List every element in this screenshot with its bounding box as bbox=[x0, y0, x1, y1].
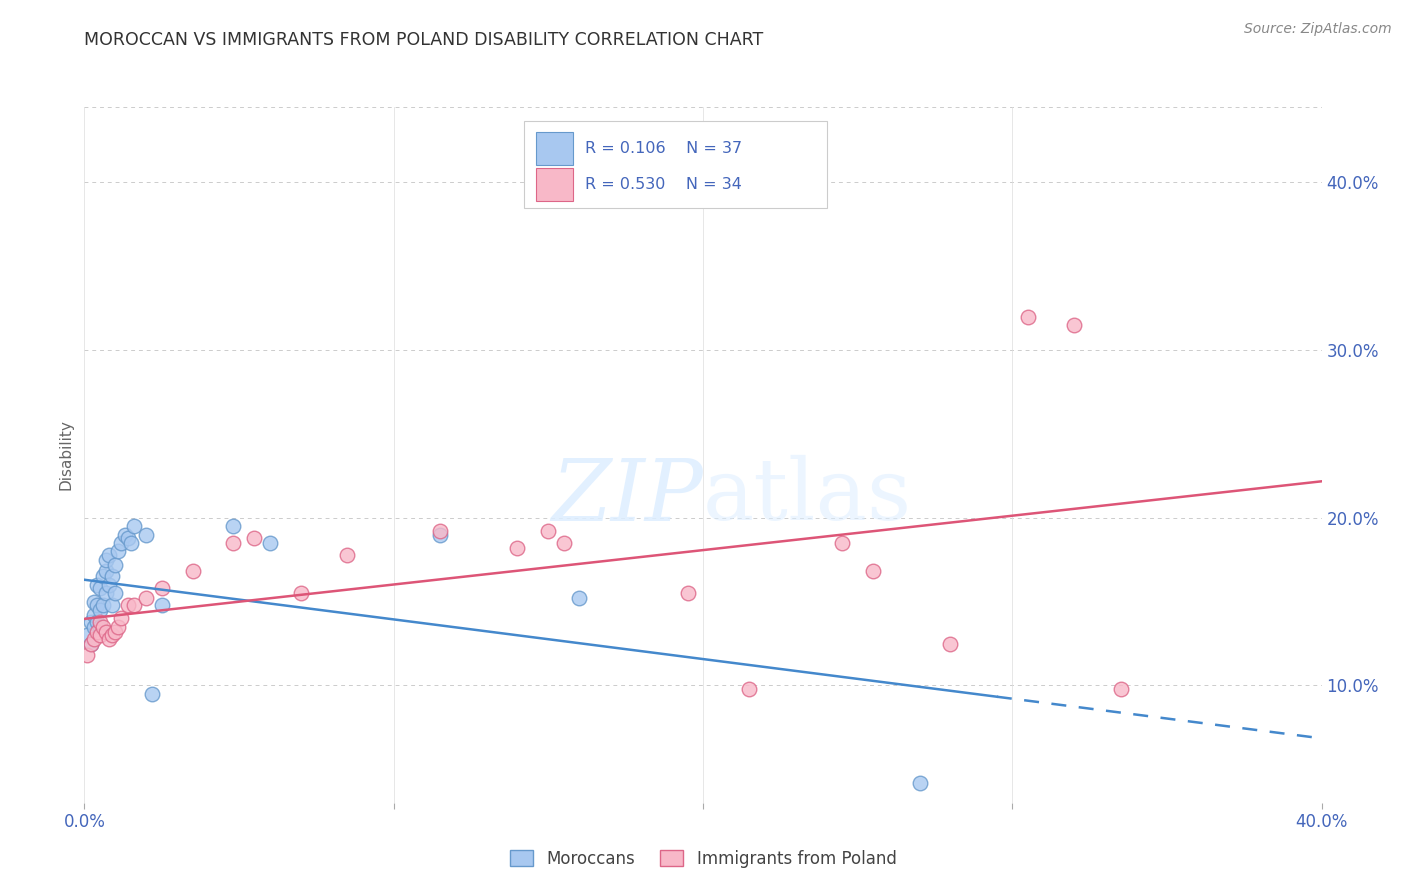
Point bbox=[222, 536, 245, 550]
Point bbox=[939, 636, 962, 650]
Point bbox=[150, 598, 173, 612]
Point bbox=[104, 586, 127, 600]
Point bbox=[76, 648, 98, 663]
Point bbox=[429, 527, 451, 541]
Point bbox=[98, 632, 121, 646]
Point bbox=[86, 624, 108, 639]
Point bbox=[222, 519, 245, 533]
Point bbox=[181, 565, 204, 579]
Point bbox=[150, 581, 173, 595]
Text: atlas: atlas bbox=[703, 455, 912, 538]
Point bbox=[83, 594, 105, 608]
Point bbox=[1017, 310, 1039, 324]
Point bbox=[110, 611, 132, 625]
Point bbox=[83, 620, 105, 634]
Point bbox=[86, 578, 108, 592]
Point bbox=[259, 536, 281, 550]
Point bbox=[908, 775, 931, 789]
Point bbox=[83, 632, 105, 646]
Point bbox=[135, 591, 157, 606]
Point bbox=[89, 603, 111, 617]
Point bbox=[141, 687, 163, 701]
Point bbox=[537, 524, 560, 539]
Point bbox=[79, 615, 101, 629]
Point bbox=[120, 536, 142, 550]
Text: ZIP: ZIP bbox=[551, 455, 703, 538]
Point bbox=[107, 544, 129, 558]
Point bbox=[104, 624, 127, 639]
Point bbox=[94, 552, 117, 566]
Point bbox=[676, 586, 699, 600]
Point bbox=[117, 531, 139, 545]
Point bbox=[122, 598, 145, 612]
Text: MOROCCAN VS IMMIGRANTS FROM POLAND DISABILITY CORRELATION CHART: MOROCCAN VS IMMIGRANTS FROM POLAND DISAB… bbox=[84, 31, 763, 49]
Point bbox=[831, 536, 853, 550]
Point bbox=[89, 620, 111, 634]
Point bbox=[553, 536, 575, 550]
Point bbox=[94, 565, 117, 579]
Point bbox=[91, 598, 114, 612]
Text: Source: ZipAtlas.com: Source: ZipAtlas.com bbox=[1244, 22, 1392, 37]
Point bbox=[568, 591, 591, 606]
Point bbox=[110, 536, 132, 550]
Point bbox=[101, 569, 124, 583]
FancyBboxPatch shape bbox=[523, 121, 827, 208]
Point bbox=[89, 628, 111, 642]
Point bbox=[98, 578, 121, 592]
Point bbox=[336, 548, 359, 562]
Point bbox=[79, 636, 101, 650]
Point bbox=[94, 624, 117, 639]
Point bbox=[117, 598, 139, 612]
Legend: Moroccans, Immigrants from Poland: Moroccans, Immigrants from Poland bbox=[503, 843, 903, 874]
Point bbox=[101, 628, 124, 642]
Point bbox=[1109, 681, 1132, 696]
Point bbox=[76, 628, 98, 642]
Text: R = 0.530    N = 34: R = 0.530 N = 34 bbox=[585, 177, 742, 192]
Point bbox=[114, 527, 136, 541]
Point bbox=[98, 548, 121, 562]
Point bbox=[135, 527, 157, 541]
Point bbox=[83, 607, 105, 622]
Point bbox=[862, 565, 884, 579]
Point bbox=[91, 569, 114, 583]
Point bbox=[101, 598, 124, 612]
Point bbox=[122, 519, 145, 533]
Point bbox=[89, 615, 111, 629]
Point bbox=[290, 586, 312, 600]
FancyBboxPatch shape bbox=[536, 132, 574, 165]
Point bbox=[79, 636, 101, 650]
Point bbox=[104, 558, 127, 572]
Point bbox=[89, 581, 111, 595]
Point bbox=[429, 524, 451, 539]
Point bbox=[107, 620, 129, 634]
Point bbox=[738, 681, 761, 696]
Point bbox=[506, 541, 529, 555]
Point bbox=[1063, 318, 1085, 332]
FancyBboxPatch shape bbox=[536, 168, 574, 201]
Point bbox=[243, 531, 266, 545]
Point bbox=[94, 586, 117, 600]
Point bbox=[91, 620, 114, 634]
Text: R = 0.106    N = 37: R = 0.106 N = 37 bbox=[585, 141, 742, 156]
Y-axis label: Disability: Disability bbox=[58, 419, 73, 491]
Point bbox=[86, 615, 108, 629]
Point bbox=[86, 598, 108, 612]
